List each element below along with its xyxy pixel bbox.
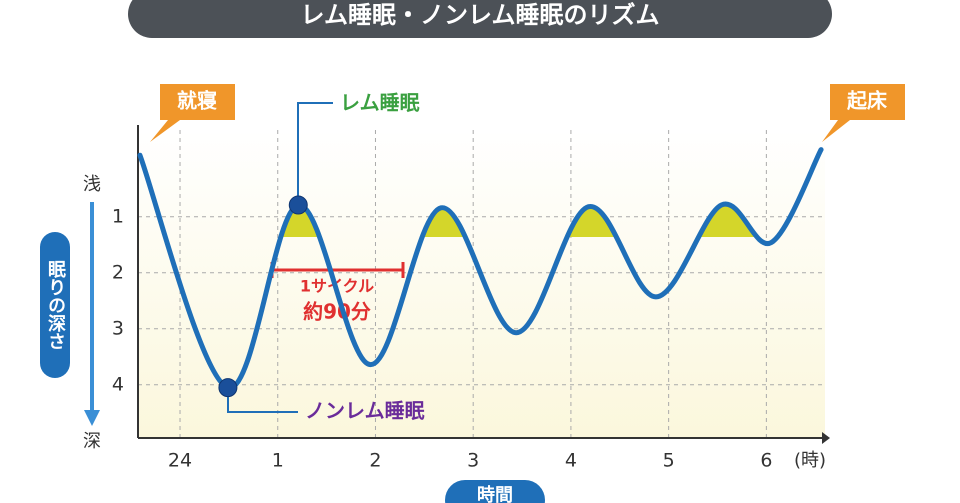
y-bottom-label: 深: [83, 431, 101, 452]
x-tick-label: 24: [168, 450, 192, 472]
rem-shading: [280, 204, 757, 237]
sleep-curve: [137, 147, 824, 391]
y-axis-label: 眠りの深さ: [45, 260, 66, 350]
sleep-callout: [150, 84, 235, 142]
x-unit: (時): [794, 450, 826, 471]
cycle-length: 約90分: [303, 300, 371, 324]
wake-callout: [822, 84, 905, 142]
x-tick-label: 3: [467, 450, 479, 472]
x-tick-label: 6: [760, 450, 772, 472]
wake-label: 起床: [846, 89, 888, 113]
plot-background: [138, 130, 825, 438]
chart-title: レム睡眠・ノンレム睡眠のリズム: [300, 1, 659, 29]
x-tick-label: 2: [369, 450, 381, 472]
y-tick-label: 4: [112, 373, 124, 395]
x-axis-label: 時間: [477, 485, 513, 503]
nonrem-label: ノンレム睡眠: [305, 399, 425, 423]
x-tick-label: 4: [565, 450, 577, 472]
x-tick-label: 1: [272, 450, 284, 472]
rem-leader: [297, 102, 333, 200]
x-tick-label: 5: [663, 450, 675, 472]
point-marker: [218, 378, 238, 398]
y-label-pill: [40, 232, 70, 378]
y-tick-label: 3: [112, 317, 124, 339]
y-arrow-head: [84, 410, 100, 426]
x-label-pill: [445, 480, 545, 503]
title-pill: [128, 0, 832, 38]
x-axis-arrow: [822, 432, 830, 444]
y-tick-label: 2: [112, 261, 124, 283]
y-top-label: 浅: [83, 174, 101, 195]
nonrem-leader: [227, 390, 298, 413]
y-tick-label: 1: [112, 205, 124, 227]
sleep-label: 就寝: [177, 89, 217, 113]
rem-label: レム睡眠: [340, 91, 420, 115]
point-marker: [288, 195, 308, 215]
